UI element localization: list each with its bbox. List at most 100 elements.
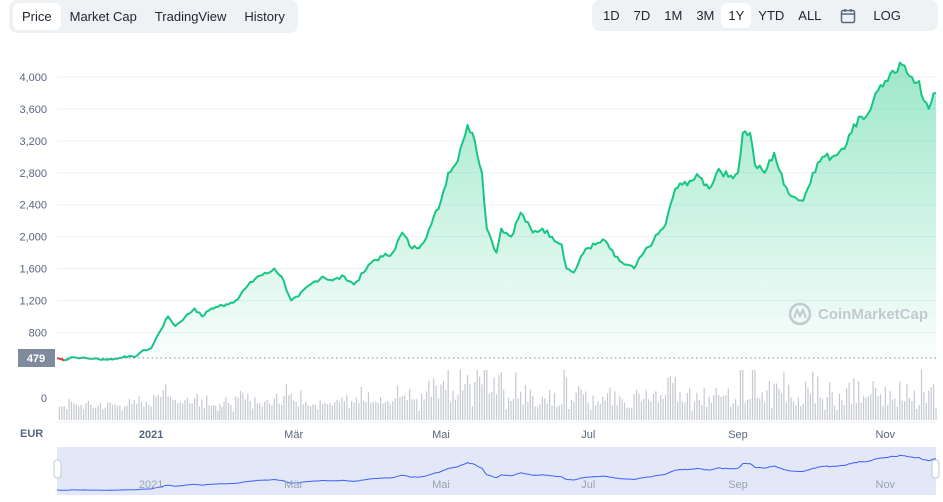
volume-bar: [655, 391, 657, 420]
navigator-tick-label: Mär: [284, 479, 303, 491]
volume-bar: [474, 381, 476, 420]
volume-bar: [469, 384, 471, 420]
volume-bar: [708, 396, 710, 420]
volume-bar: [247, 394, 249, 420]
current-price-badge: [18, 349, 55, 367]
range-3m-button[interactable]: 3M: [696, 8, 715, 23]
volume-bar: [145, 401, 147, 420]
volume-bar: [273, 398, 275, 420]
volume-bar: [440, 384, 442, 420]
volume-bar: [602, 396, 604, 420]
log-scale-toggle[interactable]: LOG: [873, 8, 901, 23]
volume-bar: [430, 396, 432, 420]
volume-bar: [623, 402, 626, 420]
volume-bar: [570, 400, 572, 420]
volume-bar: [404, 395, 406, 420]
volume-bar: [160, 396, 162, 420]
calendar-icon-glyph: [841, 8, 856, 23]
volume-bar: [660, 395, 662, 420]
current-price-label: 479: [27, 353, 45, 365]
price-area: [57, 62, 936, 361]
volume-bar: [107, 402, 109, 420]
volume-bar: [66, 409, 68, 420]
volume-bar: [913, 390, 915, 420]
calendar-icon[interactable]: [836, 3, 860, 28]
range-all-button[interactable]: ALL: [798, 8, 822, 23]
y-tick-label: 2,000: [19, 232, 47, 244]
volume-bar: [177, 403, 179, 420]
volume-bar: [119, 405, 121, 420]
volume-bar: [879, 394, 882, 420]
volume-bar: [423, 399, 425, 420]
volume-bar: [266, 399, 268, 420]
y-tick-label: 3,600: [19, 104, 47, 116]
tab-market-cap[interactable]: Market Cap: [69, 9, 137, 24]
volume-bar: [860, 402, 862, 420]
volume-bar: [686, 393, 688, 420]
range-1d-button[interactable]: 1D: [603, 8, 620, 23]
volume-bar: [179, 402, 181, 420]
volume-bar: [732, 403, 734, 420]
volume-bar: [172, 400, 174, 420]
range-navigator[interactable]: 2021 Mär Mai Jul Sep Nov: [53, 447, 940, 495]
volume-bar: [150, 406, 152, 420]
navigator-left-handle[interactable]: [53, 459, 62, 479]
volume-bar: [358, 403, 360, 420]
navigator-right-handle[interactable]: [931, 459, 940, 479]
volume-bar: [169, 396, 172, 420]
volume-bar: [416, 399, 418, 420]
volume-bar: [872, 381, 874, 420]
volume-bar: [766, 390, 768, 420]
volume-bar: [182, 403, 184, 420]
volume-bar: [128, 399, 130, 420]
volume-bar: [425, 391, 428, 420]
range-1m-button[interactable]: 1M: [664, 8, 683, 23]
volume-bar: [863, 396, 865, 420]
volume-bar: [870, 394, 872, 420]
volume-bar: [855, 403, 857, 420]
volume-bar: [691, 410, 693, 420]
tab-history[interactable]: History: [244, 9, 285, 24]
volume-bar: [206, 395, 208, 420]
volume-bar: [459, 370, 461, 420]
tab-tradingview[interactable]: TradingView: [154, 9, 227, 24]
volume-bar: [558, 405, 560, 420]
volume-bar: [908, 397, 910, 420]
volume-bar: [406, 400, 408, 420]
volume-bar: [389, 403, 391, 420]
volume-bar: [124, 406, 126, 420]
volume-bar: [527, 402, 529, 420]
volume-bar: [196, 393, 198, 420]
volume-bar: [619, 396, 621, 420]
range-ytd-button[interactable]: YTD: [758, 8, 785, 23]
volume-bar: [722, 395, 725, 420]
volume-bar: [505, 409, 507, 420]
volume-bar: [747, 399, 749, 420]
volume-bar: [739, 370, 741, 420]
range-7d-button[interactable]: 7D: [633, 8, 651, 23]
volume-bar: [838, 393, 840, 420]
time-range-selector: 1D 7D 1M 3M 1Y YTD ALL LOG: [592, 0, 938, 31]
y-tick-label: 3,200: [19, 136, 47, 148]
volume-bar: [807, 387, 809, 420]
volume-bar: [360, 387, 362, 420]
volume-bar: [541, 396, 543, 420]
volume-bar: [138, 396, 140, 420]
volume-bar: [201, 399, 203, 420]
volume-bar: [208, 405, 210, 420]
volume-bar: [621, 399, 623, 420]
range-1y-button[interactable]: 1Y: [721, 3, 752, 28]
volume-bar: [537, 406, 539, 420]
volume-bar: [657, 402, 659, 420]
volume-bar: [817, 376, 819, 420]
volume-bar: [693, 402, 696, 420]
tab-price[interactable]: Price: [13, 3, 61, 30]
volume-bar: [563, 370, 565, 420]
volume-bar: [636, 389, 638, 420]
navigator-line: [56, 454, 936, 491]
chart-type-tabs: Price Market Cap TradingView History: [9, 0, 298, 33]
volume-bar: [295, 401, 297, 420]
volume-bar: [812, 371, 814, 420]
volume-bar: [633, 394, 635, 420]
